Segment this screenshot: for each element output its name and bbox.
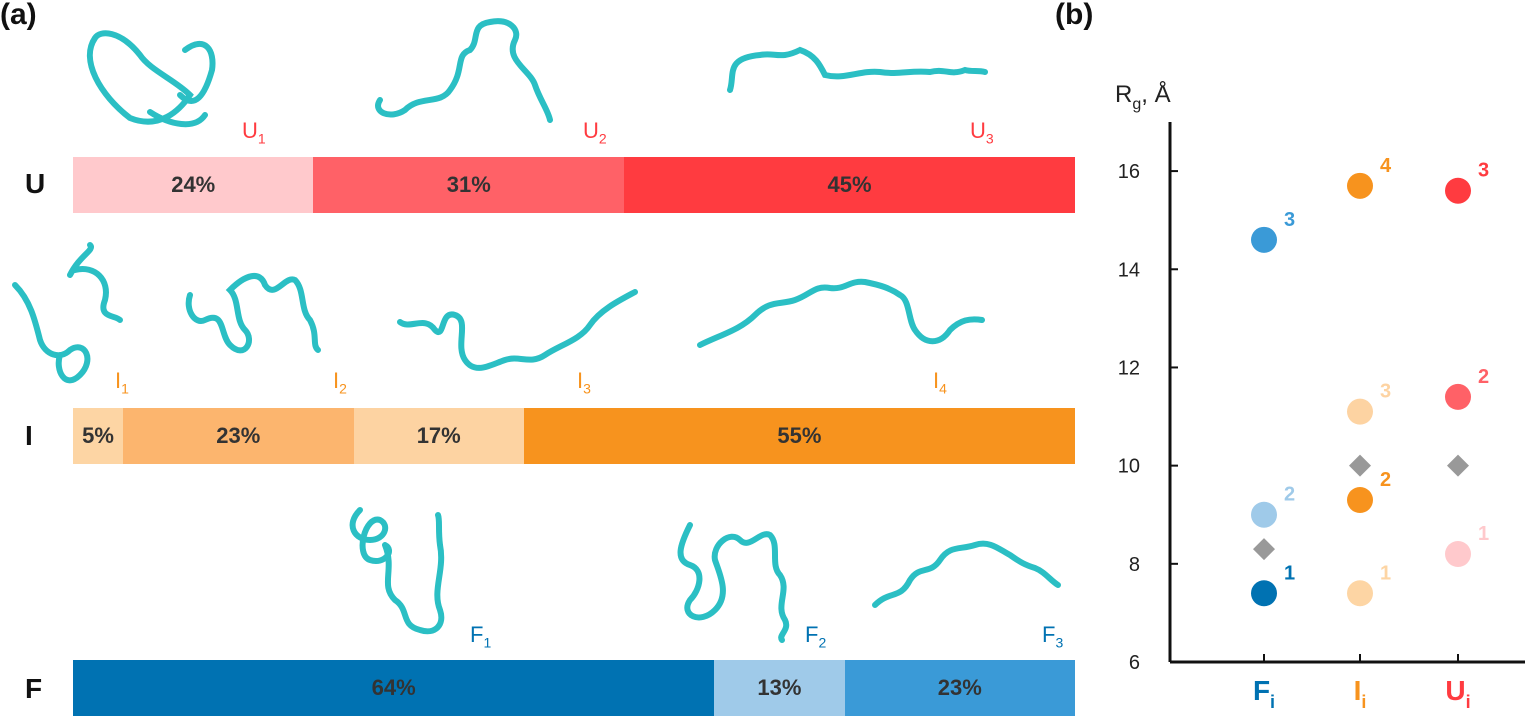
y-axis-label: Rg, Å [1115, 80, 1171, 113]
x-category-label: Ii [1354, 675, 1367, 712]
structure-label-sub: 4 [939, 380, 947, 397]
data-point-label: 2 [1380, 469, 1391, 491]
bar-segment-i4: 55% [523, 408, 1075, 464]
panel-b-label: (b) [1055, 0, 1094, 31]
bar-segment-f3: 23% [844, 660, 1075, 716]
label-i3: I3 [577, 368, 591, 396]
bar-segment-f1: 64% [73, 660, 715, 716]
bar-segment-i2: 23% [123, 408, 354, 464]
structure-label-sub: 3 [985, 130, 994, 147]
structure-label-base: I [115, 368, 122, 393]
structure-label-sub: 2 [598, 130, 607, 147]
structure-f3 [872, 540, 1061, 608]
structure-label-base: I [333, 368, 340, 393]
data-point-label: 1 [1478, 523, 1489, 545]
data-point [1347, 580, 1373, 607]
label-f2: F2 [805, 622, 826, 650]
structure-label-sub: 2 [818, 634, 827, 651]
row-label-u: U [25, 168, 46, 199]
label-u1: U1 [242, 118, 266, 146]
bar-i: 5% 23% 17% 55% [73, 408, 1075, 464]
label-f3: F3 [1042, 622, 1063, 650]
label-f1: F1 [470, 622, 491, 650]
data-point-label: 3 [1380, 381, 1391, 403]
row-label-f: F [25, 673, 43, 704]
structure-label-base: U [970, 118, 986, 143]
data-point-label: 2 [1478, 366, 1489, 388]
structure-label-sub: 2 [339, 380, 347, 397]
data-point-label: 1 [1284, 562, 1295, 584]
structure-i4 [697, 278, 985, 348]
structure-u3 [727, 46, 988, 93]
data-point [1251, 226, 1277, 253]
data-point [1347, 487, 1373, 513]
label-u3: U3 [970, 118, 994, 146]
structure-label-base: U [583, 118, 599, 143]
structure-i1 [12, 242, 123, 384]
structure-u2 [375, 18, 553, 123]
bar-segment-i3: 17% [353, 408, 524, 464]
structure-f1 [349, 507, 445, 635]
structure-label-sub: 1 [483, 634, 492, 651]
data-point-label: 3 [1478, 160, 1489, 182]
x-category-label: Fi [1253, 675, 1275, 712]
label-i2: I2 [333, 368, 347, 396]
structure-label-base: I [933, 368, 940, 393]
data-point-label: 4 [1380, 155, 1392, 177]
peptide-structures [12, 18, 1061, 643]
structure-u1 [87, 30, 216, 128]
structure-label-base: I [577, 368, 584, 393]
bar-segment-u1: 24% [73, 157, 314, 213]
structure-label-sub: 1 [121, 380, 129, 397]
structure-label-base: F [470, 622, 484, 647]
data-point [1445, 383, 1471, 410]
bar-segment-f2: 13% [714, 660, 845, 716]
x-category-label: Ui [1445, 675, 1470, 712]
structure-i3 [397, 289, 638, 371]
data-point [1347, 172, 1373, 199]
bar-segment-i1: 5% [73, 408, 124, 464]
data-point-label: 2 [1284, 484, 1295, 506]
data-point [1251, 501, 1277, 528]
bar-segment-u2: 31% [313, 157, 625, 213]
structure-label-base: F [805, 622, 819, 647]
label-u2: U2 [583, 118, 607, 146]
row-label-i: I [25, 420, 33, 451]
data-point-label: 1 [1380, 562, 1391, 584]
data-point [1445, 177, 1471, 204]
structure-i2 [185, 273, 321, 354]
data-point [1445, 541, 1471, 567]
average-diamond [1349, 454, 1371, 477]
structure-label-sub: 3 [1055, 634, 1064, 651]
bar-segment-u3: 45% [624, 157, 1075, 213]
y-tick-label: 6 [1129, 652, 1140, 674]
data-point [1347, 398, 1373, 425]
average-diamond [1253, 538, 1275, 561]
average-diamond [1447, 454, 1469, 477]
structure-label-sub: 1 [257, 130, 266, 147]
y-tick-label: 12 [1118, 357, 1140, 379]
panel-a-label: (a) [0, 0, 37, 31]
structure-label-sub: 3 [583, 380, 591, 397]
y-tick-label: 8 [1129, 554, 1140, 576]
structure-f2 [677, 522, 790, 643]
data-point [1251, 580, 1277, 607]
label-i4: I4 [933, 368, 947, 396]
data-point-label: 3 [1284, 209, 1295, 231]
y-tick-label: 10 [1118, 456, 1140, 478]
structure-label-base: U [242, 118, 258, 143]
bar-f: 64% 13% 23% [73, 660, 1075, 716]
structure-label-base: F [1042, 622, 1056, 647]
y-tick-label: 14 [1118, 259, 1140, 281]
bar-u: 24% 31% 45% [73, 157, 1075, 213]
label-i1: I1 [115, 368, 129, 396]
y-tick-label: 16 [1118, 161, 1140, 183]
